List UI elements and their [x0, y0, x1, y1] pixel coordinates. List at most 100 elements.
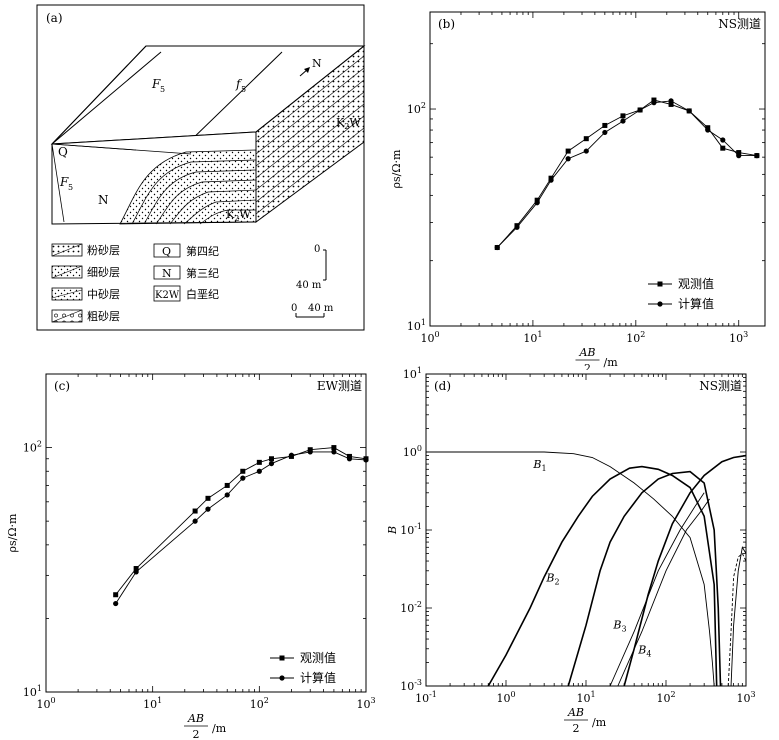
- data-point-circle: [736, 153, 742, 159]
- data-point-circle: [651, 100, 657, 106]
- legend-silt: 粉砂层: [87, 244, 120, 257]
- x-tick-label: 101: [143, 696, 162, 711]
- data-point-square: [256, 459, 262, 465]
- y-tick-label: 101: [407, 318, 426, 333]
- data-point-circle: [620, 118, 626, 124]
- x-tick-label: 102: [250, 696, 269, 711]
- panel-a-frame: [36, 4, 365, 331]
- plot-frame: [429, 11, 766, 327]
- data-point-square: [113, 592, 119, 598]
- chart-d: 10-1 100 101 102 103 10-3 10-2 10-1 100 101 (d) NS测…: [386, 366, 756, 735]
- corner-title: EW测道: [317, 379, 362, 393]
- data-point-circle: [720, 137, 726, 143]
- x-tick-label: 103: [736, 690, 755, 705]
- y-tick-label: 101: [23, 684, 42, 699]
- x-axis-label-unit: /m: [604, 356, 619, 369]
- series-line-curve-5: [617, 498, 710, 687]
- x-tick-label: 101: [576, 690, 595, 705]
- y-tick-label: 10-1: [400, 522, 422, 537]
- scale-h-right: 40 m: [308, 303, 334, 314]
- data-point-circle: [346, 456, 353, 462]
- panel-a-tag: (a): [46, 11, 63, 25]
- scale-h-left: 0: [291, 303, 297, 314]
- series-line-B4: [623, 454, 747, 687]
- panel-tag: (d): [434, 379, 451, 393]
- data-point-circle: [565, 156, 571, 162]
- strata-label-Q: 第四纪: [186, 244, 219, 258]
- legend-medium-sand: 中砂层: [87, 288, 120, 301]
- legend-fine-sand: 细砂层: [87, 266, 120, 279]
- series-line-B2: [487, 465, 718, 687]
- x-tick-label: 100: [420, 330, 439, 345]
- data-point-circle: [192, 518, 198, 524]
- strata-symbol-N: N: [162, 267, 172, 280]
- data-point-square: [268, 456, 274, 462]
- corner-title: NS测道: [718, 17, 761, 31]
- label-K2W-upper: K2W: [336, 116, 361, 131]
- x-tick-label: 103: [356, 696, 375, 711]
- legend-label: 观测值: [300, 650, 336, 665]
- data-point-circle: [113, 600, 119, 607]
- strata-symbol-Q: Q: [162, 245, 171, 258]
- data-point-square: [565, 148, 571, 154]
- x-tick-label: 102: [626, 330, 645, 345]
- x-tick-label: 100: [496, 690, 515, 705]
- data-point-square: [224, 482, 230, 488]
- data-point-square: [583, 136, 589, 142]
- series-line-观测值: [496, 99, 757, 248]
- x-axis-label-den: 2: [573, 722, 580, 735]
- data-point-circle: [548, 177, 554, 183]
- x-tick-label: 10-1: [415, 690, 437, 705]
- x-axis-label-den: 2: [584, 362, 591, 370]
- panel-tag: (c): [54, 379, 70, 393]
- label-Q: Q: [58, 145, 68, 159]
- data-point-square: [602, 122, 608, 128]
- y-tick-label: 10-3: [400, 678, 422, 693]
- data-point-circle: [331, 449, 337, 455]
- legend-marker-square: [279, 655, 285, 661]
- data-point-square: [720, 145, 726, 151]
- data-point-circle: [256, 468, 262, 474]
- data-point-circle: [224, 492, 230, 498]
- data-point-circle: [363, 457, 369, 463]
- x-axis-label-num: AB: [567, 706, 584, 719]
- data-point-circle: [534, 200, 540, 206]
- curve-label-B4: B4: [637, 644, 651, 659]
- label-N: N: [98, 193, 109, 207]
- legend-marker-circle: [657, 301, 663, 307]
- fault-f5-sub: 5: [241, 85, 246, 94]
- data-point-circle: [602, 129, 608, 136]
- data-point-square: [133, 566, 139, 572]
- data-point-circle: [514, 224, 520, 230]
- label-K2W-lower: K2W: [226, 208, 251, 223]
- strata-legend: Q 第四纪 N 第三纪 K2W 白垩纪: [153, 243, 219, 302]
- data-point-square: [736, 150, 742, 156]
- legend-label: 计算值: [678, 296, 714, 311]
- x-tick-label: 101: [523, 330, 542, 345]
- data-point-circle: [205, 506, 211, 512]
- data-point-circle: [686, 108, 692, 114]
- series-line-B3: [567, 470, 722, 687]
- series-line-计算值: [496, 100, 757, 248]
- corner-title: NS测道: [699, 379, 742, 393]
- y-axis-label: ρs/Ω·m: [6, 513, 19, 552]
- plot-frame: [45, 373, 367, 693]
- legend-label: 计算值: [300, 670, 336, 685]
- curve-label-B2: B2: [545, 571, 559, 586]
- data-point-square: [620, 113, 626, 119]
- y-tick-label: 102: [23, 440, 42, 455]
- curve-label-B3: B3: [612, 618, 626, 633]
- x-tick-label: 102: [656, 690, 675, 705]
- plot-frame: [425, 373, 747, 687]
- strata-symbol-K2W: K2W: [155, 290, 180, 301]
- series-line-curve-4: [609, 492, 705, 687]
- panel-a: (a) N F 5 f 5 Q F 5 N K2W K2W: [36, 4, 366, 331]
- data-point-circle: [705, 127, 711, 133]
- y-tick-label: 100: [403, 444, 422, 459]
- scale-v-bottom: 40 m: [296, 280, 322, 291]
- data-point-circle: [637, 107, 643, 113]
- panel-tag: (b): [438, 17, 455, 31]
- lithology-legend: 粉砂层 细砂层 中砂层 粗砂层: [51, 243, 120, 323]
